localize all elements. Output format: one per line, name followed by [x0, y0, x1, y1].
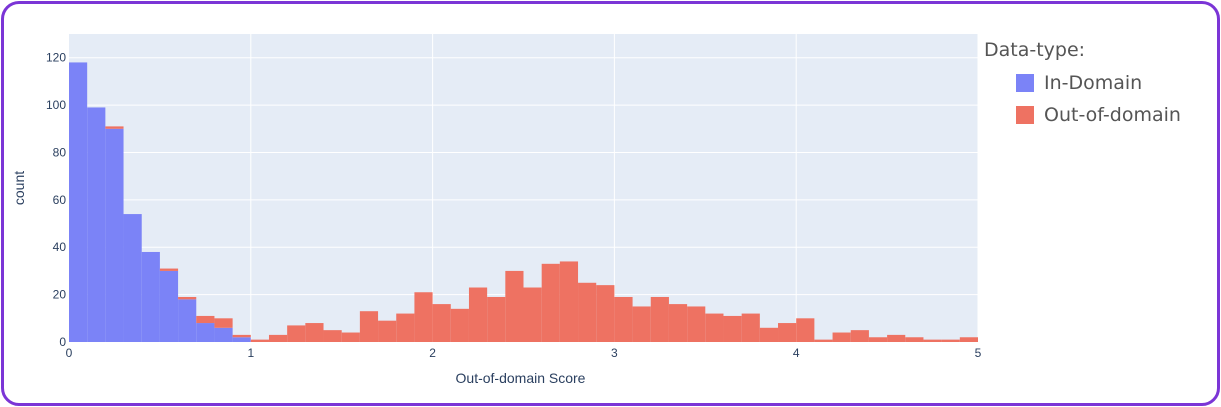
bar-in-domain[interactable] [214, 327, 233, 342]
bar-out-of-domain[interactable] [468, 287, 488, 342]
bar-out-of-domain[interactable] [178, 296, 197, 300]
x-tick-label: 2 [429, 346, 436, 360]
bar-out-of-domain[interactable] [196, 315, 215, 324]
x-tick-label: 3 [611, 346, 618, 360]
y-tick-label: 80 [53, 145, 67, 159]
legend-title: Data-type: [984, 39, 1085, 61]
legend-swatch-out-of-domain[interactable] [1016, 106, 1034, 124]
bar-out-of-domain[interactable] [723, 315, 742, 342]
bar-out-of-domain[interactable] [668, 304, 688, 342]
y-tick-label: 100 [46, 98, 66, 112]
y-tick-label: 120 [46, 51, 66, 65]
bar-out-of-domain[interactable] [559, 261, 579, 342]
bar-out-of-domain[interactable] [214, 318, 233, 328]
bar-out-of-domain[interactable] [905, 337, 924, 342]
grid-lines [69, 34, 979, 342]
y-tick-label: 0 [59, 335, 66, 349]
series-in-domain-bars [69, 62, 251, 342]
y-tick-label: 60 [53, 193, 67, 207]
bar-in-domain[interactable] [178, 299, 197, 342]
legend-label-in-domain[interactable]: In-Domain [1044, 72, 1142, 94]
x-tick-label: 1 [247, 346, 254, 360]
x-tick-label: 4 [793, 346, 800, 360]
bar-in-domain[interactable] [69, 62, 88, 342]
bar-out-of-domain[interactable] [541, 263, 560, 342]
bar-out-of-domain[interactable] [450, 308, 469, 342]
bar-out-of-domain[interactable] [832, 332, 851, 342]
bar-out-of-domain[interactable] [814, 339, 833, 342]
bar-out-of-domain[interactable] [759, 327, 779, 342]
bar-out-of-domain[interactable] [414, 292, 433, 342]
x-tick-label: 0 [66, 346, 73, 360]
bar-out-of-domain[interactable] [941, 339, 960, 342]
y-tick-label: 40 [53, 240, 67, 254]
y-axis-title: count [11, 171, 27, 205]
bar-out-of-domain[interactable] [487, 296, 506, 342]
bar-out-of-domain[interactable] [778, 323, 797, 342]
bar-out-of-domain[interactable] [687, 306, 706, 342]
bar-out-of-domain[interactable] [396, 313, 415, 342]
bar-out-of-domain[interactable] [432, 304, 451, 342]
bar-in-domain[interactable] [232, 337, 251, 342]
bar-out-of-domain[interactable] [887, 334, 906, 342]
bar-out-of-domain[interactable] [614, 296, 633, 342]
bar-out-of-domain[interactable] [232, 334, 251, 338]
bar-out-of-domain[interactable] [523, 287, 542, 342]
bar-out-of-domain[interactable] [959, 337, 978, 342]
bar-out-of-domain[interactable] [741, 313, 760, 342]
bar-out-of-domain[interactable] [323, 330, 342, 342]
bar-out-of-domain[interactable] [378, 320, 397, 342]
bar-out-of-domain[interactable] [268, 334, 288, 342]
y-axis-ticks: 0 20 40 60 80 100 120 [46, 51, 66, 349]
bar-out-of-domain[interactable] [359, 311, 379, 342]
bar-in-domain[interactable] [87, 107, 106, 342]
legend-swatch-in-domain[interactable] [1016, 74, 1034, 92]
legend: Data-type: In-Domain Out-of-domain [984, 39, 1181, 126]
bar-out-of-domain[interactable] [632, 306, 651, 342]
bar-out-of-domain[interactable] [596, 285, 615, 342]
bar-out-of-domain[interactable] [305, 323, 324, 342]
bar-out-of-domain[interactable] [923, 339, 942, 342]
bar-out-of-domain[interactable] [105, 126, 124, 129]
x-axis-ticks: 0 1 2 3 4 5 [66, 346, 982, 360]
bar-out-of-domain[interactable] [250, 339, 269, 342]
bar-out-of-domain[interactable] [287, 325, 306, 342]
legend-label-out-of-domain[interactable]: Out-of-domain [1044, 104, 1181, 126]
x-axis-title: Out-of-domain Score [456, 370, 586, 386]
bar-out-of-domain[interactable] [796, 318, 815, 342]
y-tick-label: 20 [53, 288, 67, 302]
bar-in-domain[interactable] [159, 270, 179, 342]
bar-out-of-domain[interactable] [341, 332, 360, 342]
bar-out-of-domain[interactable] [868, 337, 888, 342]
bar-out-of-domain[interactable] [159, 268, 179, 271]
x-tick-label: 5 [975, 346, 982, 360]
bar-in-domain[interactable] [123, 214, 142, 342]
bar-out-of-domain[interactable] [505, 270, 524, 342]
bar-in-domain[interactable] [105, 128, 124, 342]
bar-out-of-domain[interactable] [578, 282, 597, 342]
series-out-of-domain-bars [105, 126, 978, 342]
bar-out-of-domain[interactable] [850, 330, 869, 342]
bar-out-of-domain[interactable] [650, 296, 669, 342]
bar-out-of-domain[interactable] [705, 313, 724, 342]
bar-in-domain[interactable] [141, 251, 160, 342]
bar-in-domain[interactable] [196, 323, 215, 342]
